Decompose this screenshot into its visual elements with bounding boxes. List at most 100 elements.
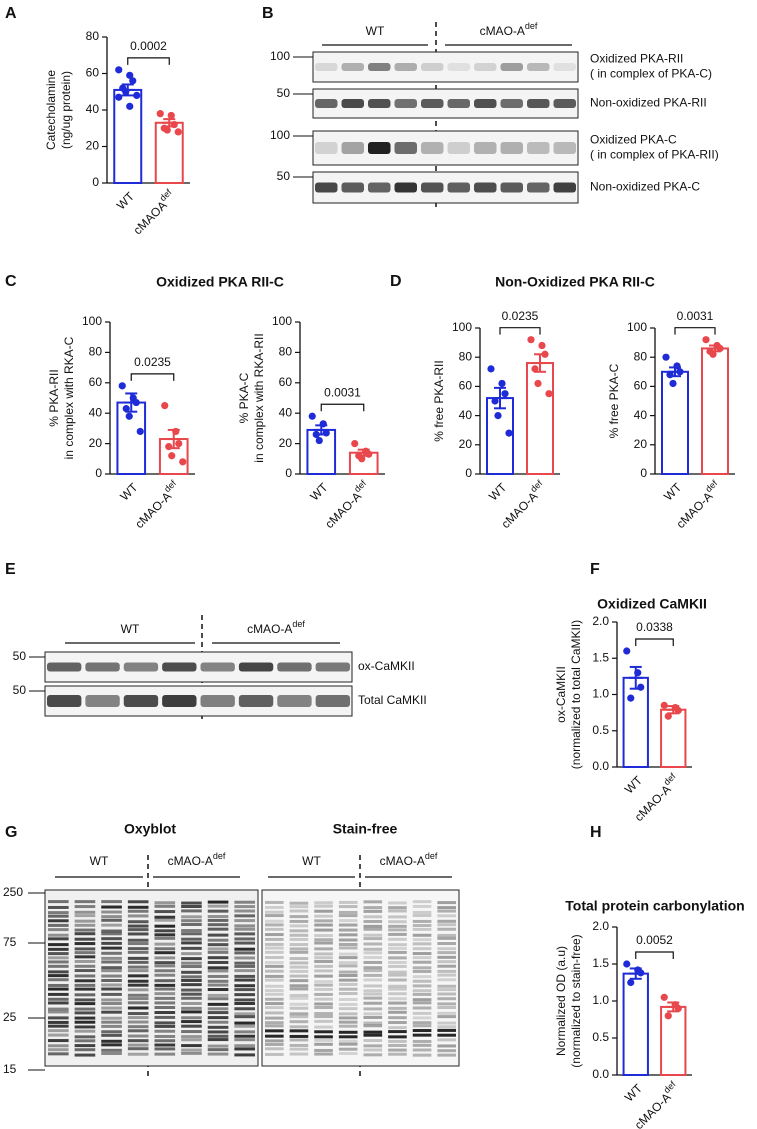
blot-band — [363, 960, 383, 964]
data-point — [308, 412, 316, 420]
blot-band — [207, 1048, 229, 1052]
blot-band — [314, 1035, 333, 1039]
blot-band — [234, 1044, 255, 1048]
blot-band — [289, 1015, 309, 1019]
blot-band — [74, 1029, 96, 1033]
y-tick-label: 0.5 — [592, 723, 609, 737]
blot-band — [154, 992, 176, 996]
mw-marker: 50 — [13, 649, 27, 663]
blot-band — [48, 919, 69, 923]
blot-band — [265, 1042, 284, 1046]
blot-band — [553, 182, 576, 193]
data-point — [319, 420, 327, 428]
blot-band — [181, 1048, 202, 1052]
blot-band — [127, 965, 149, 969]
blot-band — [85, 662, 120, 672]
blot-band — [338, 956, 358, 960]
blot-band — [412, 1021, 432, 1025]
blot-band — [412, 969, 432, 973]
blot-band — [314, 928, 333, 932]
blot-image — [312, 130, 579, 166]
blot-band — [74, 928, 96, 932]
blot-band — [412, 952, 432, 956]
blot-band — [74, 1002, 96, 1006]
blot-band — [154, 951, 176, 955]
blot-band — [265, 1052, 284, 1056]
comparison-bracket — [635, 951, 674, 959]
data-point — [115, 66, 123, 74]
blot-band — [265, 933, 284, 937]
blot-band — [207, 966, 229, 970]
x-tick-label-base: WT — [661, 480, 685, 504]
data-point — [487, 365, 495, 373]
blot-band — [315, 99, 338, 108]
data-point — [365, 450, 373, 458]
blot-band — [437, 923, 456, 927]
blot-band — [101, 974, 122, 978]
blot-band — [265, 1029, 284, 1033]
blot-band — [412, 947, 432, 951]
blot-band — [412, 923, 432, 927]
blot-band — [127, 1012, 149, 1016]
blot-band — [437, 955, 456, 959]
blot-band — [127, 1020, 149, 1024]
data-point — [674, 1004, 682, 1013]
blot-band — [127, 993, 149, 997]
data-point — [634, 669, 642, 677]
data-point — [179, 458, 187, 466]
data-point — [666, 371, 674, 379]
blot-band — [181, 1051, 202, 1055]
blot-band — [363, 1012, 383, 1016]
blot-band — [527, 182, 550, 193]
blot-band — [289, 984, 309, 988]
blot-band — [388, 1016, 407, 1020]
blot-band — [127, 950, 149, 954]
blot-band — [388, 997, 407, 1001]
blot-band — [265, 937, 284, 941]
y-tick-label: 40 — [86, 102, 100, 116]
data-point — [126, 71, 134, 79]
blot-band — [289, 947, 309, 951]
y-tick-label: 80 — [279, 345, 293, 359]
data-point — [136, 427, 144, 436]
blot-band — [181, 957, 202, 961]
blot-band — [200, 662, 235, 672]
blot-band — [265, 942, 284, 946]
blot-band — [363, 947, 383, 951]
blot-band — [74, 1044, 96, 1048]
comparison-bracket — [130, 373, 175, 381]
data-point — [167, 111, 175, 120]
y-axis-label: (normalized to stain-free) — [569, 934, 583, 1067]
data-point — [172, 427, 180, 436]
blot-band — [437, 1033, 456, 1037]
y-tick-label: 100 — [452, 320, 472, 334]
blot-band — [48, 1044, 69, 1048]
blot-band — [265, 997, 284, 1001]
data-point — [125, 412, 133, 420]
y-tick-label: 100 — [82, 314, 102, 328]
blot-band — [437, 1006, 456, 1010]
blot-band — [74, 1025, 96, 1029]
blot-band — [101, 966, 122, 970]
blot-band — [207, 915, 229, 919]
blot-band — [553, 99, 576, 108]
blot-band — [127, 905, 149, 909]
blot-band — [500, 63, 523, 71]
data-point — [322, 429, 330, 437]
x-tick-label: cMAO-Adef — [130, 478, 183, 531]
data-point — [312, 430, 320, 439]
blot-band — [388, 1021, 407, 1025]
blot-band — [363, 1021, 383, 1025]
blot-band — [101, 941, 122, 945]
blot-band — [314, 987, 333, 991]
blot-band — [388, 1030, 407, 1034]
blot-band — [74, 979, 96, 983]
blot-band — [154, 973, 176, 977]
y-tick-label: 0.0 — [592, 759, 609, 773]
data-point — [637, 969, 645, 977]
bar — [622, 972, 649, 1076]
blot-band — [338, 946, 358, 950]
blot-band — [265, 992, 284, 996]
blot-band — [388, 915, 407, 919]
blot-band — [207, 1007, 229, 1011]
